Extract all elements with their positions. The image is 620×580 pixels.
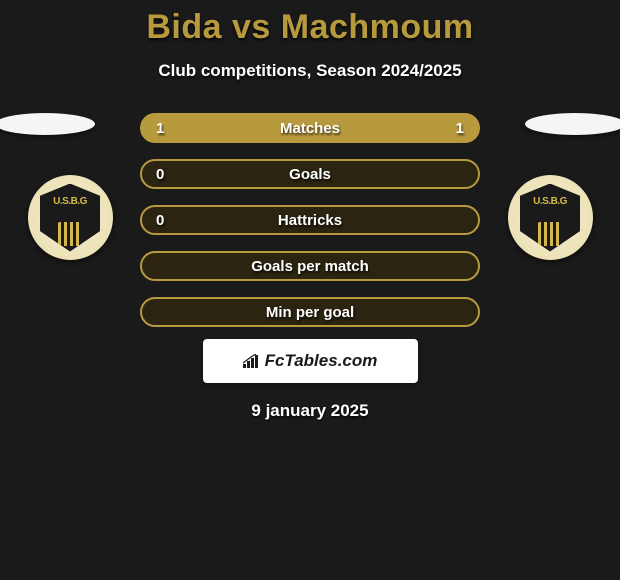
stat-bar-min-per-goal: Min per goal: [140, 297, 480, 327]
stat-bar-goals-per-match: Goals per match: [140, 251, 480, 281]
crest-shield-icon: U.S.B.G: [40, 184, 100, 252]
crest-stripes-icon: [538, 222, 562, 246]
stat-label: Hattricks: [278, 212, 342, 229]
stat-bar-hattricks: 0 Hattricks: [140, 205, 480, 235]
stat-right-value: 1: [456, 120, 464, 137]
brand-link[interactable]: FcTables.com: [203, 339, 418, 383]
crest-label: U.S.B.G: [533, 196, 567, 207]
subtitle: Club competitions, Season 2024/2025: [0, 61, 620, 81]
stat-label: Goals: [289, 166, 331, 183]
date-label: 9 january 2025: [0, 401, 620, 421]
brand-text: FcTables.com: [265, 351, 378, 371]
right-ellipse: [525, 113, 620, 135]
right-team-crest[interactable]: U.S.B.G: [508, 175, 593, 260]
stat-label: Goals per match: [251, 258, 369, 275]
stat-bar-matches: 1 Matches 1: [140, 113, 480, 143]
stat-label: Matches: [280, 120, 340, 137]
crest-stripes-icon: [58, 222, 82, 246]
crest-shield-icon: U.S.B.G: [520, 184, 580, 252]
bar-chart-icon: [243, 354, 261, 368]
stat-left-value: 0: [156, 212, 164, 229]
stat-left-value: 1: [156, 120, 164, 137]
crest-label: U.S.B.G: [53, 196, 87, 207]
widget-container: Bida vs Machmoum Club competitions, Seas…: [0, 0, 620, 421]
left-ellipse: [0, 113, 95, 135]
stats-column: 1 Matches 1 0 Goals 0 Hattricks Goals pe…: [140, 113, 480, 327]
stat-label: Min per goal: [266, 304, 354, 321]
left-team-crest[interactable]: U.S.B.G: [28, 175, 113, 260]
stat-bar-goals: 0 Goals: [140, 159, 480, 189]
right-team-col: U.S.B.G: [500, 113, 600, 260]
left-team-col: U.S.B.G: [20, 113, 120, 260]
stat-left-value: 0: [156, 166, 164, 183]
main-row: U.S.B.G 1 Matches 1 0 Goals 0 Hattricks: [0, 113, 620, 327]
page-title: Bida vs Machmoum: [0, 8, 620, 47]
